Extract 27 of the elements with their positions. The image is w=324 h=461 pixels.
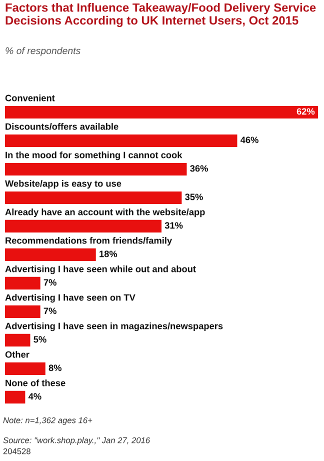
y-tick-label: Advertising I have seen in magazines/newspapers (5, 322, 223, 332)
data-label: 46% (240, 136, 258, 144)
data-label: 5% (34, 336, 46, 343)
chart-title: Factors that Influence Takeaway/Food Delivery Service Decisions According to UK Internet Users, Oct 2015 (6, 3, 316, 28)
data-label: 18% (100, 250, 118, 258)
data-label: 31% (164, 222, 183, 229)
y-tick-label: Convenient (5, 94, 55, 102)
y-tick-label: Advertising I have seen on TV (5, 294, 136, 303)
y-tick-label: Advertising I have seen while out and about (5, 266, 196, 274)
y-tick-label: Discounts/offers available (6, 123, 118, 130)
data-label: 35% (185, 194, 203, 200)
data-label: 4% (28, 393, 42, 400)
chart-subtitle: % of respondents (6, 47, 80, 56)
data-label: 62% (296, 108, 315, 115)
data-label: 7% (44, 308, 56, 314)
y-tick-label: In the mood for something I cannot cook (6, 152, 182, 160)
data-label: 36% (190, 165, 208, 172)
y-tick-label: None of these (6, 380, 66, 386)
y-tick-label: Other (5, 351, 30, 358)
data-label: 7% (44, 279, 56, 286)
y-tick-label: Website/app is easy to use (5, 180, 122, 189)
source-note: Source: "work.shop.play.," Jan 27, 2016 (3, 437, 150, 445)
y-tick-label: Recommendations from friends/family (6, 237, 172, 246)
text: Note: n=1,362 ages 16+ (3, 417, 92, 425)
y-tick-label: Already have an account with the website/app (5, 208, 205, 218)
data-label: 8% (48, 364, 62, 372)
text: 204528 (3, 448, 30, 454)
